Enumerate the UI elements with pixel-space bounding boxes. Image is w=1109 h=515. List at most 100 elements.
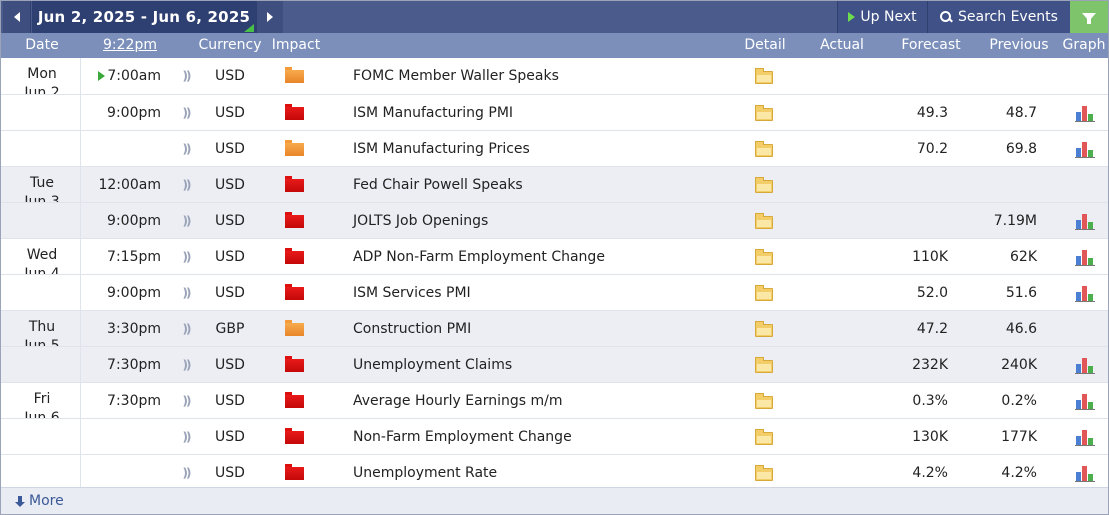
bar-chart-icon[interactable]: [1075, 428, 1095, 446]
table-row[interactable]: 7:30pm)) USD Unemployment Claims 232K 240K: [1, 346, 1108, 382]
bar-chart-icon[interactable]: [1075, 248, 1095, 266]
detail-folder-icon[interactable]: [755, 429, 773, 445]
graph-cell[interactable]: [1075, 347, 1095, 383]
table-row[interactable]: )) USD Non-Farm Employment Change 130K 177K: [1, 418, 1108, 454]
detail-cell[interactable]: [755, 383, 775, 419]
detail-cell[interactable]: [755, 95, 775, 131]
event-title[interactable]: Unemployment Claims: [353, 357, 513, 373]
table-row[interactable]: ThuJun 5 3:30pm)) GBP Construction PMI 47.2 4…: [1, 310, 1108, 354]
detail-cell[interactable]: [755, 311, 775, 347]
detail-cell[interactable]: [755, 131, 775, 167]
up-next-button[interactable]: Up Next: [837, 1, 927, 33]
alert-sound-icon[interactable]: )): [182, 69, 192, 83]
detail-cell[interactable]: [755, 275, 775, 311]
detail-folder-icon[interactable]: [755, 177, 773, 193]
detail-cell[interactable]: [755, 167, 775, 203]
table-row[interactable]: )) USD Unemployment Rate 4.2% 4.2%: [1, 454, 1108, 490]
alert-sound-icon[interactable]: )): [182, 106, 192, 120]
bar-chart-icon[interactable]: [1075, 392, 1095, 410]
current-week-marker-icon: [244, 24, 254, 32]
table-row[interactable]: Mon Jun 2 7:00am)) USD FOMC Member Waller Sp…: [1, 58, 1108, 101]
alert-sound-icon[interactable]: )): [182, 358, 192, 372]
alert-sound-icon[interactable]: )): [182, 430, 192, 444]
event-title[interactable]: ISM Manufacturing Prices: [353, 141, 530, 157]
detail-cell[interactable]: [755, 347, 775, 383]
day-label: Thu: [28, 319, 56, 335]
alert-sound-icon[interactable]: )): [182, 466, 192, 480]
graph-cell[interactable]: [1075, 203, 1095, 239]
alert-sound-icon[interactable]: )): [182, 322, 192, 336]
event-title[interactable]: Construction PMI: [353, 321, 472, 337]
alert-sound-icon[interactable]: )): [182, 142, 192, 156]
table-row[interactable]: )) USD ISM Manufacturing Prices 70.2 69.8: [1, 130, 1108, 166]
event-title[interactable]: Average Hourly Earnings m/m: [353, 393, 563, 409]
graph-cell[interactable]: [1075, 131, 1095, 167]
graph-cell[interactable]: [1075, 275, 1095, 311]
event-title[interactable]: Non-Farm Employment Change: [353, 429, 572, 445]
column-date: Date: [25, 37, 59, 53]
impact-cell: [285, 203, 305, 239]
event-title[interactable]: Fed Chair Powell Speaks: [353, 177, 523, 193]
time-cell: 7:30pm: [81, 347, 161, 383]
detail-folder-icon[interactable]: [755, 285, 773, 301]
column-time-zone-link[interactable]: 9:22pm: [103, 37, 157, 53]
detail-cell[interactable]: [755, 239, 775, 275]
bar-chart-icon[interactable]: [1075, 356, 1095, 374]
bar-chart-icon[interactable]: [1075, 104, 1095, 122]
bar-chart-icon[interactable]: [1075, 464, 1095, 482]
event-title[interactable]: ISM Services PMI: [353, 285, 471, 301]
detail-folder-icon[interactable]: [755, 141, 773, 157]
event-title[interactable]: Unemployment Rate: [353, 465, 498, 481]
impact-cell: [285, 58, 305, 94]
actual-value: [801, 167, 881, 203]
alert-sound-icon[interactable]: )): [182, 214, 192, 228]
event-title[interactable]: ADP Non-Farm Employment Change: [353, 249, 605, 265]
detail-folder-icon[interactable]: [755, 68, 773, 84]
time-label: 7:15pm: [107, 249, 161, 265]
table-row[interactable]: 9:00pm)) USD JOLTS Job Openings 7.19M: [1, 202, 1108, 238]
detail-cell[interactable]: [755, 58, 775, 94]
filter-button[interactable]: [1070, 1, 1108, 33]
impact-cell: [285, 419, 305, 455]
bar-chart-icon[interactable]: [1075, 140, 1095, 158]
detail-cell[interactable]: [755, 455, 775, 491]
detail-cell[interactable]: [755, 203, 775, 239]
event-title[interactable]: FOMC Member Waller Speaks: [353, 68, 559, 84]
currency-label: USD: [215, 177, 245, 193]
alert-sound-icon[interactable]: )): [182, 250, 192, 264]
detail-folder-icon[interactable]: [755, 393, 773, 409]
bar-chart-icon[interactable]: [1075, 284, 1095, 302]
table-row[interactable]: 9:00pm)) USD ISM Services PMI 52.0 51.6: [1, 274, 1108, 310]
graph-cell[interactable]: [1075, 383, 1095, 419]
detail-folder-icon[interactable]: [755, 249, 773, 265]
search-events-button[interactable]: Search Events: [927, 1, 1070, 33]
alert-sound-icon[interactable]: )): [182, 394, 192, 408]
graph-cell[interactable]: [1075, 95, 1095, 131]
table-row[interactable]: FriJun 6 7:30pm)) USD Average Hourly Earnin…: [1, 382, 1108, 426]
time-label: 3:30pm: [107, 321, 161, 337]
time-cell: 9:00pm: [81, 275, 161, 311]
table-row[interactable]: WedJun 4 7:15pm)) USD ADP Non-Farm Employme…: [1, 238, 1108, 282]
date-range-selector[interactable]: Jun 2, 2025 - Jun 6, 2025: [32, 1, 256, 33]
graph-cell[interactable]: [1075, 239, 1095, 275]
event-title[interactable]: JOLTS Job Openings: [353, 213, 489, 229]
detail-folder-icon[interactable]: [755, 321, 773, 337]
alert-sound-icon[interactable]: )): [182, 286, 192, 300]
next-week-button[interactable]: [256, 1, 283, 33]
detail-folder-icon[interactable]: [755, 213, 773, 229]
impact-cell: [285, 455, 305, 491]
table-row[interactable]: TueJun 3 12:00am)) USD Fed Chair Powell Spe…: [1, 166, 1108, 210]
previous-week-button[interactable]: [3, 1, 31, 33]
detail-folder-icon[interactable]: [755, 465, 773, 481]
event-title[interactable]: ISM Manufacturing PMI: [353, 105, 514, 121]
more-button[interactable]: More: [15, 488, 64, 515]
table-row[interactable]: 9:00pm)) USD ISM Manufacturing PMI 49.3 48.7: [1, 94, 1108, 130]
more-label: More: [29, 493, 64, 509]
detail-folder-icon[interactable]: [755, 105, 773, 121]
bar-chart-icon[interactable]: [1075, 212, 1095, 230]
graph-cell[interactable]: [1075, 419, 1095, 455]
graph-cell[interactable]: [1075, 455, 1095, 491]
detail-cell[interactable]: [755, 419, 775, 455]
detail-folder-icon[interactable]: [755, 357, 773, 373]
alert-sound-icon[interactable]: )): [182, 178, 192, 192]
